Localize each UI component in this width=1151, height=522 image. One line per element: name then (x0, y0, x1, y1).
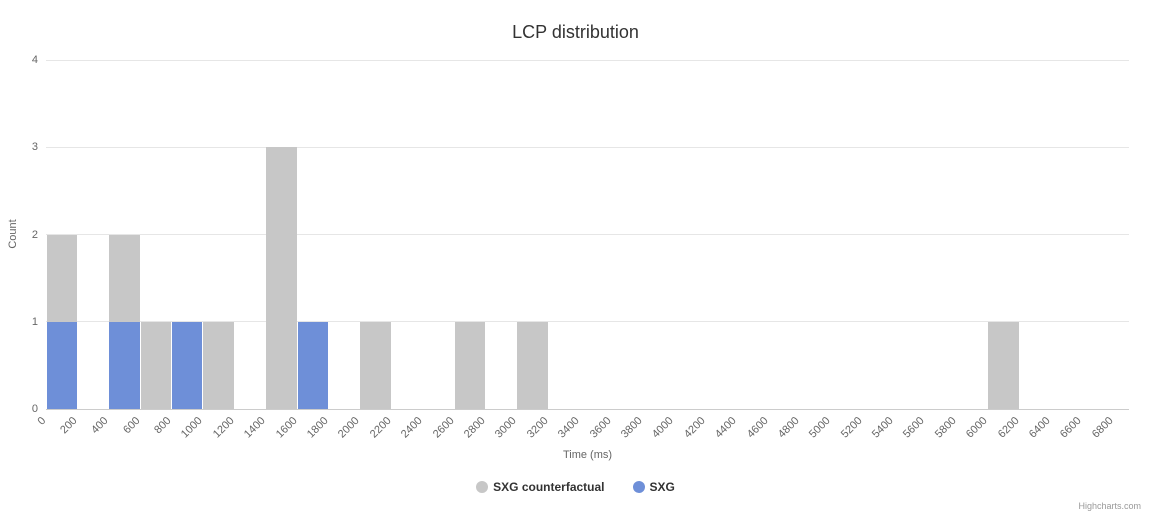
bar-sxg-400[interactable] (109, 321, 140, 409)
x-axis-tick-label-4600: 4600 (744, 414, 771, 441)
x-axis-tick-label-2600: 2600 (430, 414, 457, 441)
y-axis-tick-label-2: 2 (31, 228, 38, 241)
y-axis-tick-label-1: 1 (31, 315, 38, 328)
x-axis-tick-label-1800: 1800 (304, 414, 331, 441)
plot-area: 0 1 2 3 4 0 200 400 600 800 1000 1200 1400 1600 1800 20… (32, 54, 1129, 441)
x-axis-tick-label-5000: 5000 (807, 414, 834, 441)
x-axis-tick-label-5200: 5200 (838, 414, 865, 441)
x-axis-tick-label-5400: 5400 (870, 414, 896, 441)
x-axis-tick-label-3800: 3800 (618, 414, 645, 441)
x-axis-tick-label-1200: 1200 (210, 414, 237, 441)
bar-sxg-counterfactual-2000[interactable] (360, 321, 391, 409)
bar-sxg-counterfactual-2600[interactable] (454, 321, 485, 409)
x-axis-tick-label-4800: 4800 (775, 414, 802, 441)
x-axis-tick-label-3400: 3400 (556, 414, 582, 441)
x-axis-tick-label-6400: 6400 (1026, 414, 1053, 441)
x-axis-tick-label-4000: 4000 (650, 414, 677, 441)
x-axis-tick-label-2200: 2200 (367, 414, 394, 441)
legend-item-sxg[interactable]: SXG (632, 480, 675, 494)
legend-marker-icon-sxg-counterfactual (476, 481, 489, 493)
x-axis-tick-label-6600: 6600 (1058, 414, 1085, 441)
legend-item-sxg-counterfactual[interactable]: SXG counterfactual (476, 480, 605, 494)
highcharts-credits-link[interactable]: Highcharts.com (1078, 501, 1141, 511)
chart-title: LCP distribution (512, 22, 639, 42)
bar-sxg-0[interactable] (46, 321, 77, 409)
x-axis-tick-label-1400: 1400 (242, 414, 268, 441)
y-axis-tick-label-3: 3 (31, 141, 38, 154)
bar-sxg-counterfactual-1400[interactable] (266, 147, 297, 409)
legend: SXG counterfactual SXG (0, 480, 1151, 494)
bar-sxg-counterfactual-600[interactable] (140, 321, 172, 409)
x-axis-tick-label-3200: 3200 (524, 414, 551, 441)
gridline-y-1 (46, 321, 1129, 323)
y-axis-tick-label-0: 0 (31, 403, 38, 415)
x-axis-tick-label-6000: 6000 (964, 414, 990, 441)
x-axis-tick-label-0: 0 (35, 414, 49, 428)
x-axis-tick-label-1600: 1600 (273, 414, 300, 441)
bar-sxg-1600[interactable] (297, 321, 329, 409)
gridline-y-3 (46, 146, 1129, 148)
legend-label-sxg-counterfactual: SXG counterfactual (493, 480, 605, 494)
y-axis-tick-label-4: 4 (31, 54, 38, 66)
x-axis-tick-label-6200: 6200 (995, 414, 1022, 441)
x-axis-tick-label-4200: 4200 (681, 414, 708, 441)
legend-marker-icon-sxg (632, 481, 645, 493)
legend-label-sxg: SXG (649, 480, 675, 494)
x-axis-tick-label-6800: 6800 (1089, 414, 1116, 441)
x-axis-tick-label-4400: 4400 (713, 414, 739, 441)
x-axis-tick-label-400: 400 (89, 414, 112, 437)
x-axis-tick-label-5800: 5800 (932, 414, 959, 441)
y-axis-title: Count (7, 219, 19, 249)
bar-sxg-counterfactual-3000[interactable] (517, 321, 548, 409)
bar-sxg-counterfactual-1000[interactable] (203, 321, 234, 409)
gridline-y-2 (46, 234, 1129, 235)
x-axis-tick-label-2800: 2800 (461, 414, 488, 441)
x-axis-tick-label-2000: 2000 (336, 414, 363, 441)
x-axis-tick-label-800: 800 (152, 414, 174, 437)
x-axis-tick-label-3000: 3000 (493, 414, 520, 441)
x-axis-title: Time (ms) (562, 449, 613, 461)
x-axis-tick-label-5600: 5600 (901, 414, 928, 441)
bar-sxg-800[interactable] (172, 321, 203, 409)
gridline-y-4 (46, 59, 1129, 61)
x-axis-tick-label-600: 600 (120, 414, 143, 437)
x-axis-tick-label-1000: 1000 (179, 414, 206, 441)
x-axis-line (46, 409, 1129, 410)
bar-sxg-counterfactual-6000[interactable] (988, 321, 1019, 409)
x-axis-tick-label-2400: 2400 (399, 414, 425, 441)
x-axis-tick-label-200: 200 (58, 414, 80, 437)
x-axis-tick-label-3600: 3600 (587, 414, 614, 441)
